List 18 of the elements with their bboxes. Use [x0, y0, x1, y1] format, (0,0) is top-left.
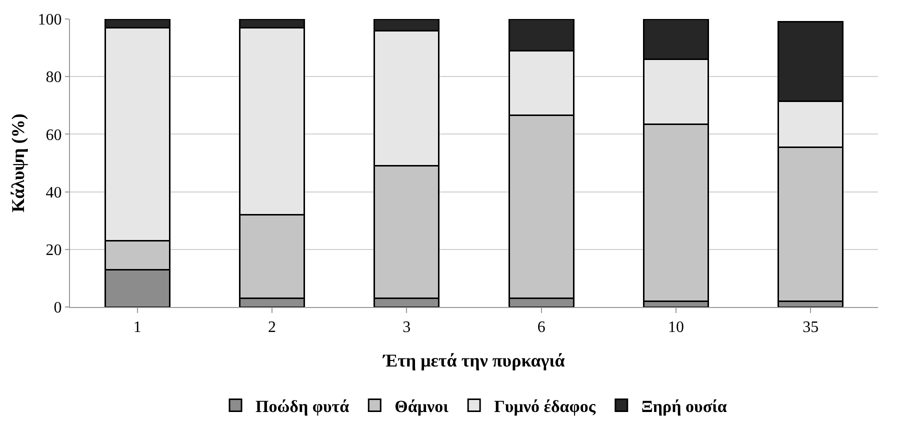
y-tick-label: 0: [54, 300, 62, 317]
x-tick-label: 3: [402, 319, 411, 336]
x-tick-label: 2: [268, 319, 276, 336]
y-tick-label: 20: [46, 242, 62, 259]
x-tick-label: 1: [133, 319, 142, 336]
y-axis-title: Κάλυψη (%): [8, 114, 28, 212]
legend-label: Ξηρή ουσία: [641, 396, 728, 416]
y-tick-label: 80: [46, 69, 62, 86]
x-tick-label: 10: [668, 319, 684, 336]
y-tick-label: 40: [46, 184, 62, 202]
x-tick-label: 35: [802, 319, 819, 336]
y-tick-label: 60: [46, 126, 62, 144]
x-axis-title: Έτη μετά την πυρκαγιά: [382, 350, 565, 370]
legend-label: Θάμνοι: [394, 396, 450, 416]
x-tick-label: 6: [537, 319, 546, 336]
y-tick-label: 100: [38, 12, 62, 29]
legend-label: Γυμνό έδαφος: [494, 396, 596, 416]
legend-label: Ποώδη φυτά: [256, 396, 350, 416]
